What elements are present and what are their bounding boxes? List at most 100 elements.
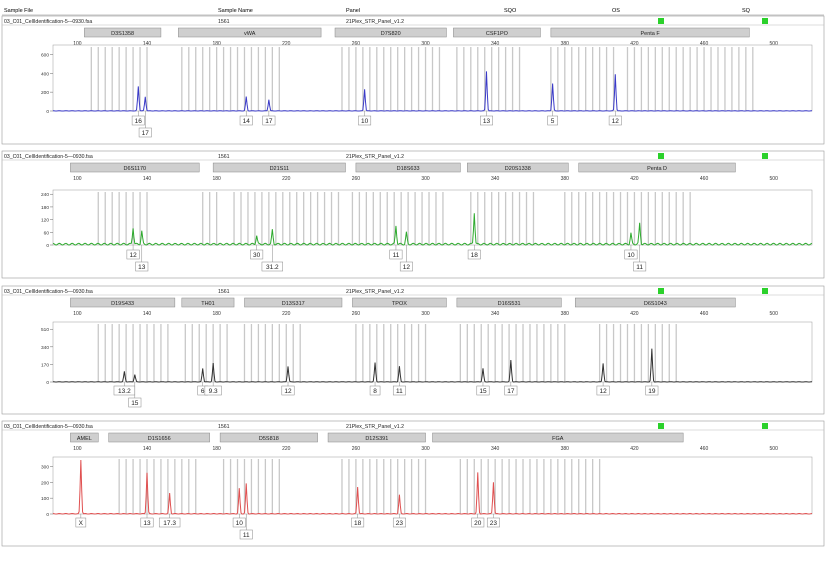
allele-call-box[interactable]: [633, 261, 647, 272]
marker-fga[interactable]: [432, 432, 684, 443]
allele-call-box[interactable]: [476, 385, 490, 396]
marker-d6s1043[interactable]: [574, 297, 736, 308]
allele-call-box[interactable]: [262, 115, 276, 126]
allele-call-box[interactable]: [250, 249, 264, 260]
marker-d12s391[interactable]: [327, 432, 426, 443]
header-col-sample-name: Sample Name: [218, 8, 253, 14]
marker-penta-f[interactable]: [550, 27, 750, 38]
x-tick-label: 300: [421, 446, 430, 452]
allele-call-label: 14: [243, 118, 251, 125]
allele-call-label: X: [79, 520, 84, 527]
marker-vwa[interactable]: [178, 27, 322, 38]
marker-tpox[interactable]: [352, 297, 447, 308]
sample-file: 03_C01_CellIdentification-5—0930.fsa: [4, 424, 93, 430]
marker-amel[interactable]: [70, 432, 99, 443]
trace-green: [52, 213, 813, 246]
marker-penta-d[interactable]: [578, 162, 736, 173]
allele-call-box[interactable]: [351, 517, 365, 528]
allele-call-box[interactable]: [392, 517, 406, 528]
allele-call-box[interactable]: [358, 115, 372, 126]
marker-label: D13S317: [282, 301, 305, 307]
allele-call-box[interactable]: [158, 517, 181, 528]
marker-d7s820[interactable]: [334, 27, 447, 38]
panel-frame: [1, 15, 825, 145]
marker-label: D7S820: [381, 31, 401, 37]
allele-call-box[interactable]: [596, 385, 610, 396]
allele-call-box[interactable]: [75, 517, 87, 528]
allele-call-box[interactable]: [232, 517, 246, 528]
marker-d20s1338[interactable]: [467, 162, 569, 173]
allele-call-box[interactable]: [645, 385, 659, 396]
allele-call-label: 12: [129, 252, 137, 259]
allele-call-box[interactable]: [369, 385, 381, 396]
allele-call-box[interactable]: [624, 249, 638, 260]
allele-call-label: 10: [627, 252, 635, 259]
y-tick-label: 180: [41, 205, 49, 211]
x-tick-label: 420: [630, 41, 639, 47]
plot-area: [52, 189, 813, 246]
allele-call-box[interactable]: [608, 115, 622, 126]
allele-call-box[interactable]: [131, 115, 145, 126]
allele-call-box[interactable]: [239, 115, 253, 126]
allele-call-box[interactable]: [399, 261, 413, 272]
allele-call-label: 12: [599, 388, 607, 395]
marker-th01[interactable]: [181, 297, 235, 308]
allele-call-box[interactable]: [135, 261, 149, 272]
x-tick-label: 100: [73, 446, 82, 452]
allele-call-box[interactable]: [140, 517, 154, 528]
marker-csf1po[interactable]: [453, 27, 541, 38]
y-tick-label: 170: [41, 362, 49, 368]
marker-d3s1358[interactable]: [84, 27, 162, 38]
y-tick-label: 100: [41, 496, 49, 502]
allele-call-box[interactable]: [126, 249, 140, 260]
allele-call-box[interactable]: [204, 385, 222, 396]
allele-call-box[interactable]: [547, 115, 558, 126]
marker-d18s633[interactable]: [355, 162, 461, 173]
marker-d5s818[interactable]: [219, 432, 318, 443]
allele-call-label: 6: [201, 388, 205, 395]
y-tick-label: 300: [41, 465, 49, 471]
allele-call-label: 20: [474, 520, 482, 527]
y-tick-label: 600: [41, 52, 49, 58]
x-tick-label: 100: [73, 41, 82, 47]
allele-call-label: 13.2: [118, 388, 131, 395]
x-tick-label: 300: [421, 41, 430, 47]
marker-label: TH01: [201, 301, 214, 307]
marker-d1s1656[interactable]: [108, 432, 210, 443]
panel-name: 21Plex_STR_Panel_v1.2: [346, 289, 404, 295]
marker-d16s531[interactable]: [456, 297, 562, 308]
x-tick-label: 340: [491, 176, 500, 182]
allele-call-box[interactable]: [486, 517, 500, 528]
allele-call-box[interactable]: [281, 385, 295, 396]
allele-call-box[interactable]: [389, 249, 403, 260]
allele-call-box[interactable]: [480, 115, 493, 126]
marker-d21s11[interactable]: [212, 162, 346, 173]
x-tick-label: 460: [700, 446, 709, 452]
allele-call-box[interactable]: [504, 385, 518, 396]
marker-d13s317[interactable]: [244, 297, 343, 308]
y-tick-label: 0: [46, 243, 49, 249]
y-tick-label: 0: [46, 109, 49, 115]
sample-name: 1561: [218, 424, 230, 430]
sample-name: 1561: [218, 289, 230, 295]
header-col-panel: Panel: [346, 8, 360, 14]
marker-d19s433[interactable]: [70, 297, 176, 308]
x-tick-label: 100: [73, 311, 82, 317]
allele-call-box[interactable]: [392, 385, 406, 396]
allele-call-box[interactable]: [261, 261, 283, 272]
sample-file: 03_C01_CellIdentification-5-–0930.fsa: [4, 19, 92, 25]
panel-name: 21Plex_STR_Panel_v1.2: [346, 154, 404, 160]
allele-call-label: 13: [143, 520, 151, 527]
allele-call-box[interactable]: [138, 127, 152, 138]
x-tick-label: 260: [352, 446, 361, 452]
marker-d6s1170[interactable]: [70, 162, 200, 173]
x-tick-label: 340: [491, 41, 500, 47]
allele-call-box[interactable]: [128, 397, 142, 408]
allele-call-box[interactable]: [239, 529, 253, 540]
x-tick-label: 420: [630, 311, 639, 317]
allele-call-label: 12: [284, 388, 292, 395]
plot-area: [52, 321, 813, 383]
allele-call-box[interactable]: [467, 249, 481, 260]
allele-call-box[interactable]: [471, 517, 485, 528]
x-tick-label: 180: [212, 41, 221, 47]
